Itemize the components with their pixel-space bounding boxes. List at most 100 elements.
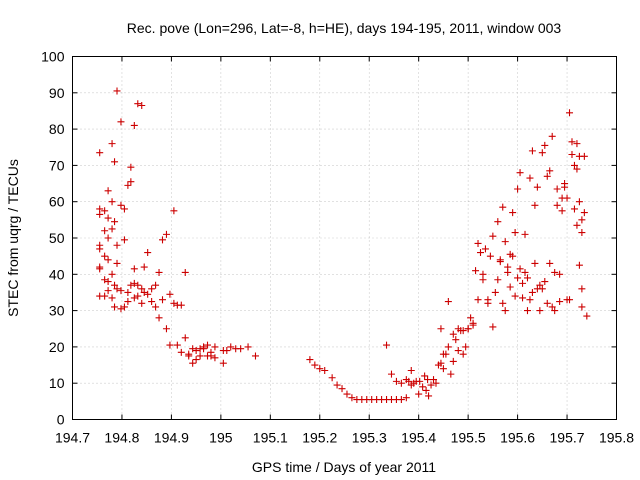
data-point bbox=[177, 301, 185, 309]
x-tick-label: 195.2 bbox=[302, 430, 337, 446]
data-point bbox=[101, 227, 109, 235]
data-point bbox=[568, 151, 576, 159]
data-point bbox=[211, 343, 219, 351]
data-point bbox=[130, 121, 138, 129]
data-point bbox=[437, 325, 445, 333]
data-point bbox=[392, 377, 400, 385]
data-point bbox=[484, 299, 492, 307]
data-point bbox=[425, 392, 433, 400]
data-point bbox=[181, 334, 189, 342]
data-point bbox=[578, 216, 586, 224]
data-point bbox=[192, 347, 200, 355]
data-point bbox=[383, 341, 391, 349]
data-point bbox=[416, 377, 424, 385]
data-point bbox=[551, 268, 559, 276]
data-point bbox=[316, 365, 324, 373]
data-point bbox=[424, 376, 432, 384]
data-point bbox=[108, 198, 116, 206]
data-point bbox=[516, 169, 524, 177]
data-point bbox=[501, 307, 509, 315]
data-point bbox=[580, 209, 588, 217]
data-point bbox=[556, 270, 564, 278]
data-point bbox=[170, 207, 178, 215]
x-tick-label: 194.7 bbox=[55, 430, 90, 446]
data-point bbox=[439, 350, 447, 358]
data-point bbox=[578, 303, 586, 311]
data-point bbox=[138, 299, 146, 307]
data-point bbox=[108, 294, 116, 302]
data-point bbox=[387, 370, 395, 378]
data-point bbox=[117, 305, 125, 313]
data-point bbox=[104, 287, 112, 295]
data-point bbox=[474, 296, 482, 304]
data-point bbox=[558, 207, 566, 215]
data-point bbox=[514, 274, 522, 282]
data-point bbox=[523, 307, 531, 315]
data-point bbox=[543, 299, 551, 307]
data-point bbox=[583, 312, 591, 320]
data-point bbox=[462, 343, 470, 351]
data-point bbox=[511, 229, 519, 237]
data-point bbox=[548, 132, 556, 140]
data-point bbox=[134, 281, 142, 289]
data-point bbox=[519, 294, 527, 302]
data-point bbox=[159, 296, 167, 304]
data-point bbox=[113, 241, 121, 249]
data-point bbox=[124, 288, 132, 296]
data-point bbox=[553, 201, 561, 209]
data-point bbox=[454, 325, 462, 333]
data-point bbox=[494, 276, 502, 284]
data-point bbox=[108, 140, 116, 148]
data-point bbox=[144, 290, 152, 298]
data-point bbox=[504, 268, 512, 276]
data-point bbox=[124, 298, 132, 306]
data-point bbox=[223, 347, 231, 355]
data-point bbox=[189, 359, 197, 367]
data-point bbox=[101, 252, 109, 260]
y-tick-label: 60 bbox=[49, 194, 65, 210]
data-point bbox=[130, 294, 138, 302]
data-point bbox=[343, 390, 351, 398]
data-point bbox=[181, 268, 189, 276]
data-point bbox=[447, 370, 455, 378]
data-point bbox=[526, 296, 534, 304]
data-point bbox=[402, 376, 410, 384]
data-point bbox=[111, 281, 119, 289]
data-point bbox=[104, 187, 112, 195]
data-point bbox=[459, 350, 467, 358]
data-point bbox=[444, 343, 452, 351]
data-point bbox=[444, 298, 452, 306]
data-point bbox=[113, 285, 121, 293]
data-point bbox=[227, 343, 235, 351]
data-point bbox=[96, 263, 104, 271]
data-point bbox=[111, 303, 119, 311]
data-point bbox=[138, 102, 146, 110]
data-point bbox=[543, 172, 551, 180]
data-point bbox=[528, 147, 536, 155]
data-point bbox=[526, 174, 534, 182]
data-point bbox=[578, 285, 586, 293]
data-point bbox=[204, 341, 212, 349]
x-tick-label: 195.4 bbox=[401, 430, 436, 446]
data-point bbox=[333, 381, 341, 389]
data-point bbox=[427, 381, 435, 389]
data-point bbox=[108, 225, 116, 233]
x-tick-label: 194.8 bbox=[104, 430, 139, 446]
data-point bbox=[237, 345, 245, 353]
tick-labels: 194.7 194.8 194.9 195 195.1 195.2 195.3 195.4 19… bbox=[41, 49, 634, 446]
x-tick-label: 194.9 bbox=[154, 430, 189, 446]
data-point bbox=[148, 298, 156, 306]
data-point bbox=[177, 348, 185, 356]
data-point bbox=[173, 341, 181, 349]
data-point bbox=[570, 205, 578, 213]
data-point bbox=[580, 152, 588, 160]
data-point bbox=[207, 348, 215, 356]
data-point bbox=[509, 252, 517, 260]
data-point bbox=[397, 396, 405, 404]
data-point bbox=[338, 385, 346, 393]
data-point bbox=[219, 359, 227, 367]
data-point bbox=[437, 359, 445, 367]
data-point bbox=[481, 245, 489, 253]
data-point bbox=[113, 259, 121, 267]
data-point bbox=[101, 292, 109, 300]
